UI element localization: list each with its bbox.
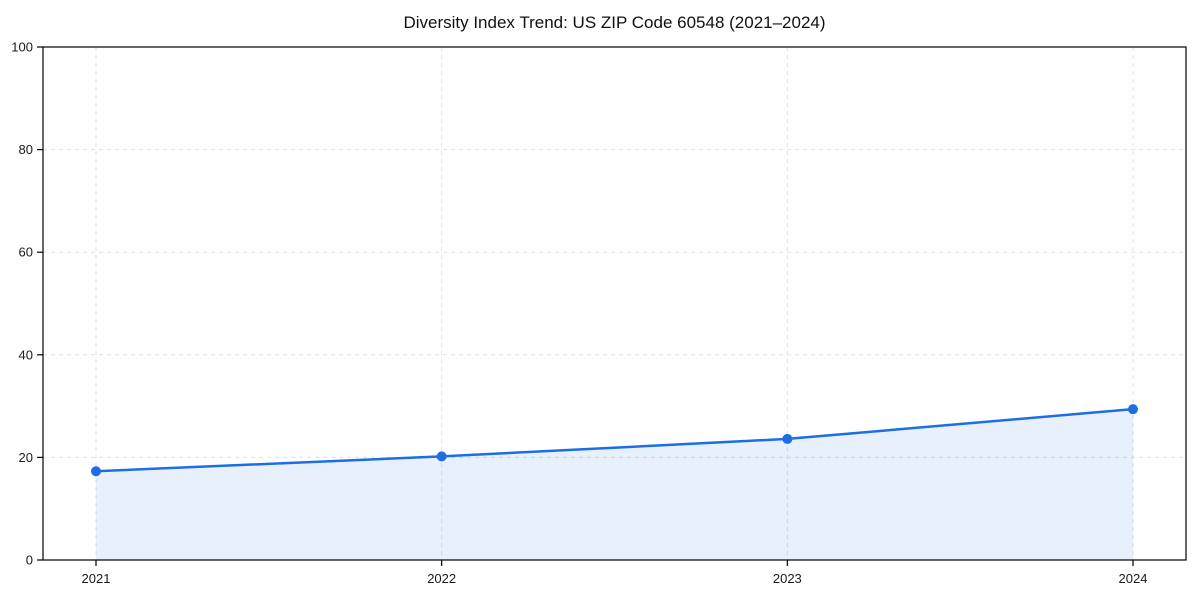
data-point xyxy=(782,433,793,444)
trend-line xyxy=(94,407,1135,473)
y-tick-label: 20 xyxy=(19,450,33,465)
y-tick-label: 40 xyxy=(19,347,33,362)
x-tick-label: 2024 xyxy=(1119,571,1148,586)
x-tick-label: 2021 xyxy=(82,571,111,586)
data-point xyxy=(91,466,101,477)
area-fill xyxy=(96,409,1133,560)
chart-title: Diversity Index Trend: US ZIP Code 60548… xyxy=(403,13,826,32)
data-point xyxy=(1128,404,1138,415)
y-tick-label: 100 xyxy=(11,40,33,55)
x-tick-label: 2023 xyxy=(773,571,802,586)
y-tick-label: 60 xyxy=(19,245,33,260)
y-tick-label: 0 xyxy=(26,553,33,568)
data-point xyxy=(436,451,447,462)
x-tick-label: 2022 xyxy=(427,571,456,586)
plot-border xyxy=(42,46,1187,561)
y-tick-label: 80 xyxy=(19,142,33,157)
